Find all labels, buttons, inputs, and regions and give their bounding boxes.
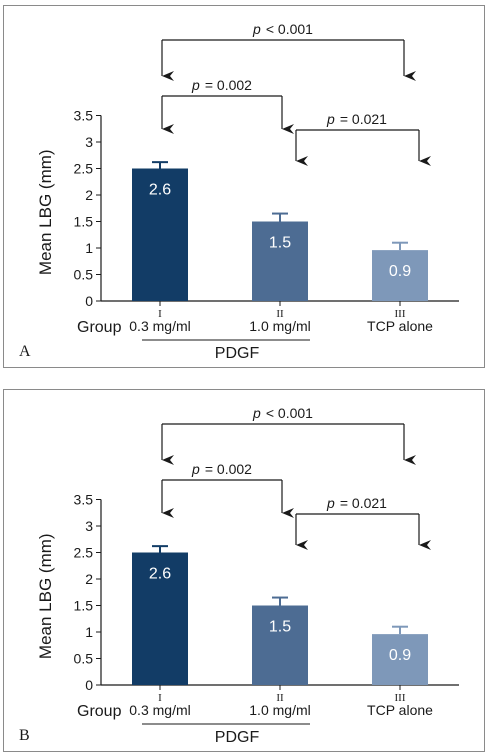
bar (372, 250, 428, 301)
p-value-text: < 0.001 (266, 405, 313, 421)
roman-numeral-label: III (395, 308, 406, 320)
p-value-label: p = 0.021 (326, 495, 387, 511)
panel-letter: A (19, 343, 31, 360)
bar-value-label: 0.9 (389, 647, 411, 664)
bar-value-label: 0.9 (389, 263, 411, 280)
y-tick-label: 1.5 (74, 598, 94, 614)
y-tick-label: 2.5 (74, 545, 94, 561)
category-label: 1.0 mg/ml (249, 702, 310, 718)
y-tick-label: 0 (85, 677, 93, 693)
p-value-label: p = 0.002 (191, 77, 252, 93)
p-value-label: p < 0.001 (252, 405, 313, 421)
p-symbol: p (326, 495, 335, 511)
p-symbol: p (191, 77, 200, 93)
p-symbol: p (326, 111, 335, 127)
bar (132, 168, 188, 301)
p-value-text: = 0.002 (205, 461, 252, 477)
bar-value-label: 1.5 (269, 619, 291, 636)
chart-panel-b: 0 0.5 1 1.5 2 2.5 3 3.5 Mean LBG (mm) 2.6 I 0.3 mg/… (3, 389, 485, 752)
bar-value-label: 1.5 (269, 235, 291, 252)
y-tick-label: 2.5 (74, 161, 94, 177)
category-label: TCP alone (367, 318, 433, 334)
roman-numeral-label: I (158, 308, 162, 320)
category-label: 0.3 mg/ml (129, 318, 190, 334)
p-value-label: p = 0.002 (191, 461, 252, 477)
p-symbol: p (191, 461, 200, 477)
y-tick-label: 3.5 (74, 108, 94, 124)
y-tick-label: 3 (85, 518, 93, 534)
p-value-text: < 0.001 (266, 21, 313, 37)
p-value-label: p < 0.001 (252, 21, 313, 37)
p-symbol: p (252, 405, 261, 421)
pdgf-label: PDGF (215, 345, 260, 362)
y-tick-label: 2 (85, 571, 93, 587)
chart-panel-a: 0 0.5 1 1.5 2 2.5 3 3.5 Mean LBG (mm) 2.6 I 0.3 mg/… (3, 5, 485, 368)
y-axis-label: Mean LBG (mm) (36, 533, 55, 659)
bar-value-label: 2.6 (149, 566, 171, 583)
p-symbol: p (252, 21, 261, 37)
roman-numeral-label: I (158, 692, 162, 704)
p-value-label: p = 0.021 (326, 111, 387, 127)
bar (372, 634, 428, 685)
p-value-text: = 0.002 (205, 77, 252, 93)
category-label: TCP alone (367, 702, 433, 718)
y-tick-label: 1.5 (74, 214, 94, 230)
group-label: Group (77, 703, 122, 720)
roman-numeral-label: II (276, 692, 284, 704)
y-tick-label: 3 (85, 134, 93, 150)
y-tick-label: 0.5 (74, 651, 94, 667)
y-tick-label: 0 (85, 293, 93, 309)
y-tick-label: 1 (85, 240, 93, 256)
bar-value-label: 2.6 (149, 182, 171, 199)
bar-chart-a: 0 0.5 1 1.5 2 2.5 3 3.5 Mean LBG (mm) 2.6 I0.3 mg/… (19, 21, 459, 362)
group-label: Group (77, 319, 122, 336)
category-label: 1.0 mg/ml (249, 318, 310, 334)
y-axis-label: Mean LBG (mm) (36, 149, 55, 275)
roman-numeral-label: II (276, 308, 284, 320)
category-label: 0.3 mg/ml (129, 702, 190, 718)
bar (252, 605, 308, 685)
pdgf-label: PDGF (215, 729, 260, 746)
bar (252, 221, 308, 301)
y-tick-label: 3.5 (74, 492, 94, 508)
panel-letter: B (19, 727, 30, 744)
y-tick-label: 2 (85, 187, 93, 203)
y-tick-label: 1 (85, 624, 93, 640)
y-tick-label: 0.5 (74, 267, 94, 283)
bar-chart-b: 0 0.5 1 1.5 2 2.5 3 3.5 Mean LBG (mm) 2.6 I0.3 mg/… (19, 405, 459, 746)
p-value-text: = 0.021 (340, 495, 387, 511)
bar (132, 552, 188, 685)
p-value-text: = 0.021 (340, 111, 387, 127)
roman-numeral-label: III (395, 692, 406, 704)
